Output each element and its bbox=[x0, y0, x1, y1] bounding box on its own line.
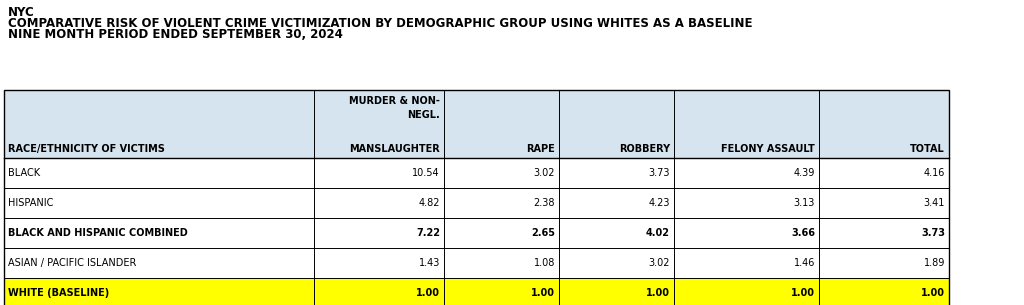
Text: 3.66: 3.66 bbox=[791, 228, 815, 238]
Text: COMPARATIVE RISK OF VIOLENT CRIME VICTIMIZATION BY DEMOGRAPHIC GROUP USING WHITE: COMPARATIVE RISK OF VIOLENT CRIME VICTIM… bbox=[8, 17, 753, 30]
Text: 2.65: 2.65 bbox=[531, 228, 555, 238]
Text: ROBBERY: ROBBERY bbox=[618, 144, 670, 154]
Text: MURDER & NON-: MURDER & NON- bbox=[349, 96, 440, 106]
Text: 3.41: 3.41 bbox=[924, 198, 945, 208]
Text: 1.00: 1.00 bbox=[791, 288, 815, 298]
Text: 2.38: 2.38 bbox=[534, 198, 555, 208]
Text: 1.00: 1.00 bbox=[531, 288, 555, 298]
Text: 3.02: 3.02 bbox=[534, 168, 555, 178]
Text: 3.02: 3.02 bbox=[648, 258, 670, 268]
Text: NEGL.: NEGL. bbox=[408, 110, 440, 120]
Text: ASIAN / PACIFIC ISLANDER: ASIAN / PACIFIC ISLANDER bbox=[8, 258, 136, 268]
Text: RACE/ETHNICITY OF VICTIMS: RACE/ETHNICITY OF VICTIMS bbox=[8, 144, 165, 154]
Text: MANSLAUGHTER: MANSLAUGHTER bbox=[349, 144, 440, 154]
Text: NYC: NYC bbox=[8, 6, 35, 19]
Text: 3.73: 3.73 bbox=[648, 168, 670, 178]
Text: NINE MONTH PERIOD ENDED SEPTEMBER 30, 2024: NINE MONTH PERIOD ENDED SEPTEMBER 30, 20… bbox=[8, 28, 343, 41]
Text: 4.82: 4.82 bbox=[419, 198, 440, 208]
Text: 4.16: 4.16 bbox=[924, 168, 945, 178]
Text: 3.73: 3.73 bbox=[921, 228, 945, 238]
Text: FELONY ASSAULT: FELONY ASSAULT bbox=[721, 144, 815, 154]
Text: 7.22: 7.22 bbox=[416, 228, 440, 238]
Text: HISPANIC: HISPANIC bbox=[8, 198, 53, 208]
Text: 1.00: 1.00 bbox=[921, 288, 945, 298]
Text: 10.54: 10.54 bbox=[413, 168, 440, 178]
Text: 1.89: 1.89 bbox=[924, 258, 945, 268]
Text: 4.39: 4.39 bbox=[794, 168, 815, 178]
Text: 4.23: 4.23 bbox=[648, 198, 670, 208]
Text: 1.46: 1.46 bbox=[794, 258, 815, 268]
Text: 1.00: 1.00 bbox=[646, 288, 670, 298]
Text: 4.02: 4.02 bbox=[646, 228, 670, 238]
Text: 1.08: 1.08 bbox=[534, 258, 555, 268]
Text: 1.00: 1.00 bbox=[416, 288, 440, 298]
Text: BLACK AND HISPANIC COMBINED: BLACK AND HISPANIC COMBINED bbox=[8, 228, 187, 238]
Text: BLACK: BLACK bbox=[8, 168, 40, 178]
Text: 3.13: 3.13 bbox=[794, 198, 815, 208]
Text: 1.43: 1.43 bbox=[419, 258, 440, 268]
Text: WHITE (BASELINE): WHITE (BASELINE) bbox=[8, 288, 110, 298]
Text: TOTAL: TOTAL bbox=[910, 144, 945, 154]
Text: RAPE: RAPE bbox=[526, 144, 555, 154]
